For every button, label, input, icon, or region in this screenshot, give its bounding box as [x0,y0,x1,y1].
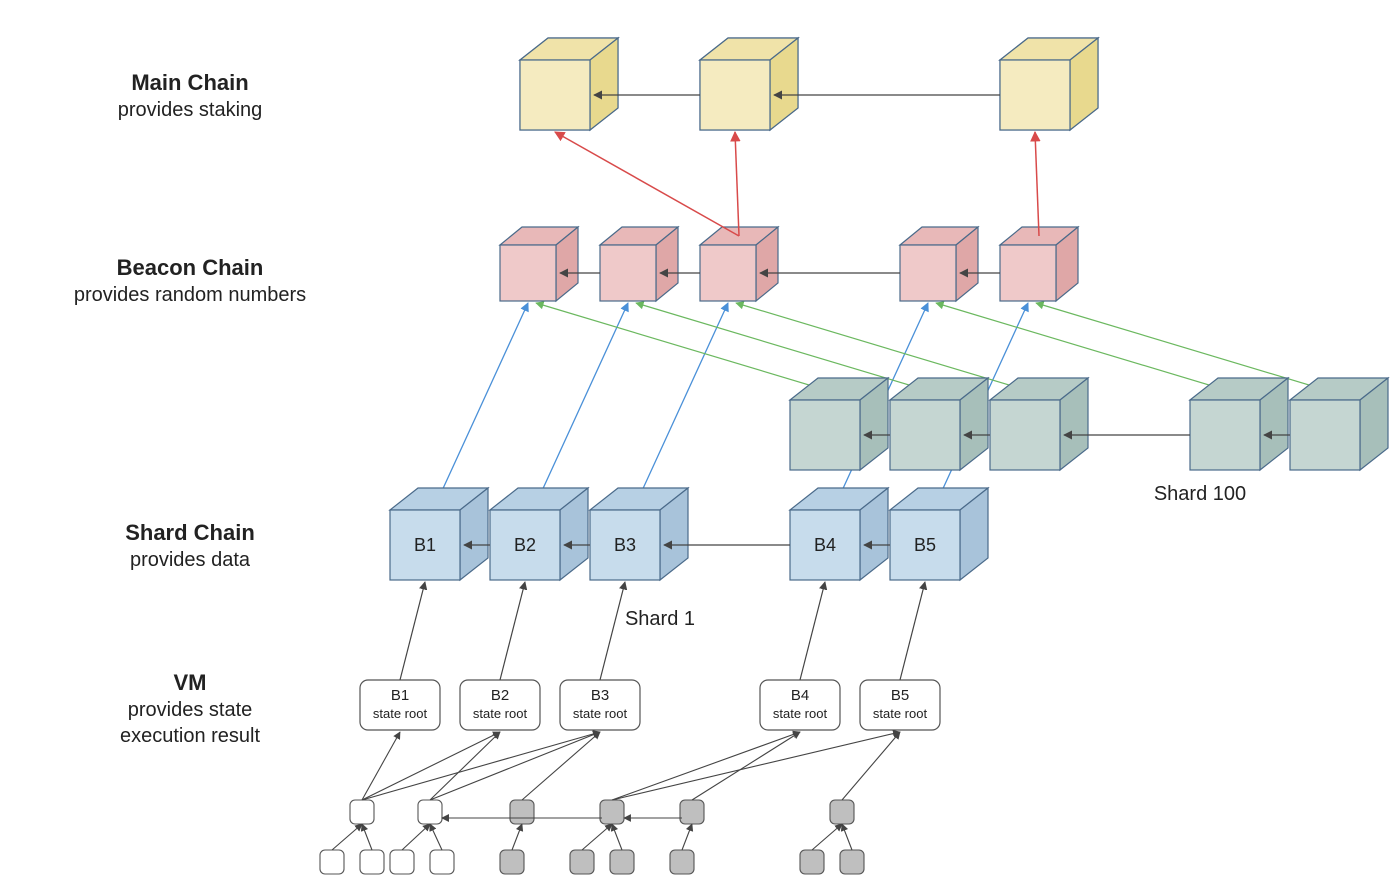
shard1-block-4: B5 [890,488,988,580]
svg-text:state root: state root [373,706,428,721]
main-block-1 [700,38,798,130]
beacon-block-3 [900,227,978,301]
shard1-block-1: B2 [490,488,588,580]
label-beacon-title: Beacon Chain [117,255,264,280]
tree-root-5 [800,800,864,874]
shard1-block-3: B4 [790,488,888,580]
beacon-block-4 [1000,227,1078,301]
beacon-block-2 [700,227,778,301]
label-shard-sub: provides data [130,549,251,571]
main-block-0 [520,38,618,130]
shard1-block-2: B3 [590,488,688,580]
svg-text:B5: B5 [891,687,909,704]
svg-text:B4: B4 [791,687,809,704]
svg-text:state root: state root [473,706,528,721]
svg-text:state root: state root [873,706,928,721]
label-shard1: Shard 1 [625,608,695,630]
vm-box-0: B1 state root [360,680,440,730]
svg-text:state root: state root [573,706,628,721]
vm-box-2: B3 state root [560,680,640,730]
label-main-title: Main Chain [131,70,248,95]
cubes: B1 B2 B3 B4 B5 B1 state root B2 state root B3 stat… [320,38,1388,874]
svg-text:B1: B1 [414,535,436,555]
label-vm-sub1: provides state [128,699,253,721]
beacon-block-1 [600,227,678,301]
svg-text:B5: B5 [914,535,936,555]
svg-text:B2: B2 [514,535,536,555]
svg-text:B1: B1 [391,687,409,704]
beacon-block-0 [500,227,578,301]
svg-text:B3: B3 [591,687,609,704]
label-beacon-sub: provides random numbers [74,284,306,306]
svg-text:B3: B3 [614,535,636,555]
label-vm-sub2: execution result [120,725,261,747]
diagram-canvas: B1 B2 B3 B4 B5 B1 state root B2 state root B3 stat… [0,0,1395,892]
tree-root-3 [570,800,634,874]
main-block-2 [1000,38,1098,130]
shard1-block-0: B1 [390,488,488,580]
label-main-sub: provides staking [118,99,263,121]
shard100-block-3 [1190,378,1288,470]
vm-box-4: B5 state root [860,680,940,730]
shard100-block-1 [890,378,988,470]
vm-box-3: B4 state root [760,680,840,730]
shard100-block-2 [990,378,1088,470]
vm-box-1: B2 state root [460,680,540,730]
svg-text:state root: state root [773,706,828,721]
shard100-block-0 [790,378,888,470]
tree-root-0 [320,800,384,874]
label-shard-title: Shard Chain [125,520,255,545]
arrows-front [332,95,1290,850]
svg-text:B2: B2 [491,687,509,704]
label-vm-title: VM [174,670,207,695]
shard100-block-4 [1290,378,1388,470]
tree-root-1 [390,800,454,874]
label-shard100: Shard 100 [1154,483,1246,505]
svg-text:B4: B4 [814,535,836,555]
